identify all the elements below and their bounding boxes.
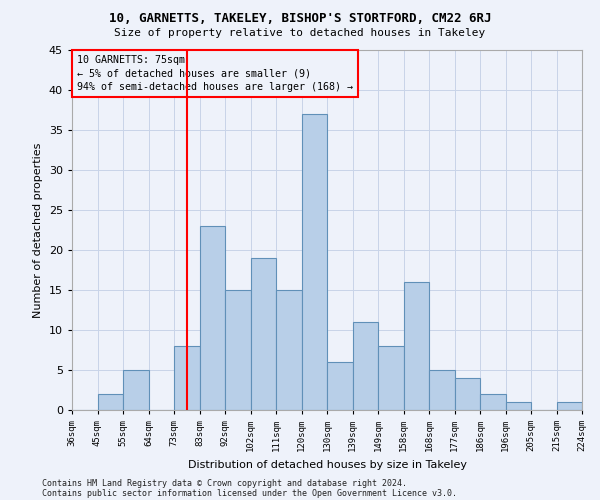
Bar [404,282,429,410]
Text: Size of property relative to detached houses in Takeley: Size of property relative to detached ho… [115,28,485,38]
Text: Contains public sector information licensed under the Open Government Licence v3: Contains public sector information licen… [42,488,457,498]
Bar [97,394,123,410]
Bar [302,114,327,410]
Bar [276,290,302,410]
Bar [123,370,149,410]
Bar [225,290,251,410]
Text: 10, GARNETTS, TAKELEY, BISHOP'S STORTFORD, CM22 6RJ: 10, GARNETTS, TAKELEY, BISHOP'S STORTFOR… [109,12,491,26]
Bar [199,226,225,410]
Bar [327,362,353,410]
Bar [480,394,505,410]
Bar [378,346,404,410]
X-axis label: Distribution of detached houses by size in Takeley: Distribution of detached houses by size … [187,460,467,469]
Bar [174,346,199,410]
Text: Contains HM Land Registry data © Crown copyright and database right 2024.: Contains HM Land Registry data © Crown c… [42,478,407,488]
Text: 10 GARNETTS: 75sqm
← 5% of detached houses are smaller (9)
94% of semi-detached : 10 GARNETTS: 75sqm ← 5% of detached hous… [77,56,353,92]
Bar [557,402,582,410]
Bar [429,370,455,410]
Bar [251,258,276,410]
Bar [353,322,378,410]
Bar [505,402,531,410]
Bar [455,378,480,410]
Y-axis label: Number of detached properties: Number of detached properties [33,142,43,318]
